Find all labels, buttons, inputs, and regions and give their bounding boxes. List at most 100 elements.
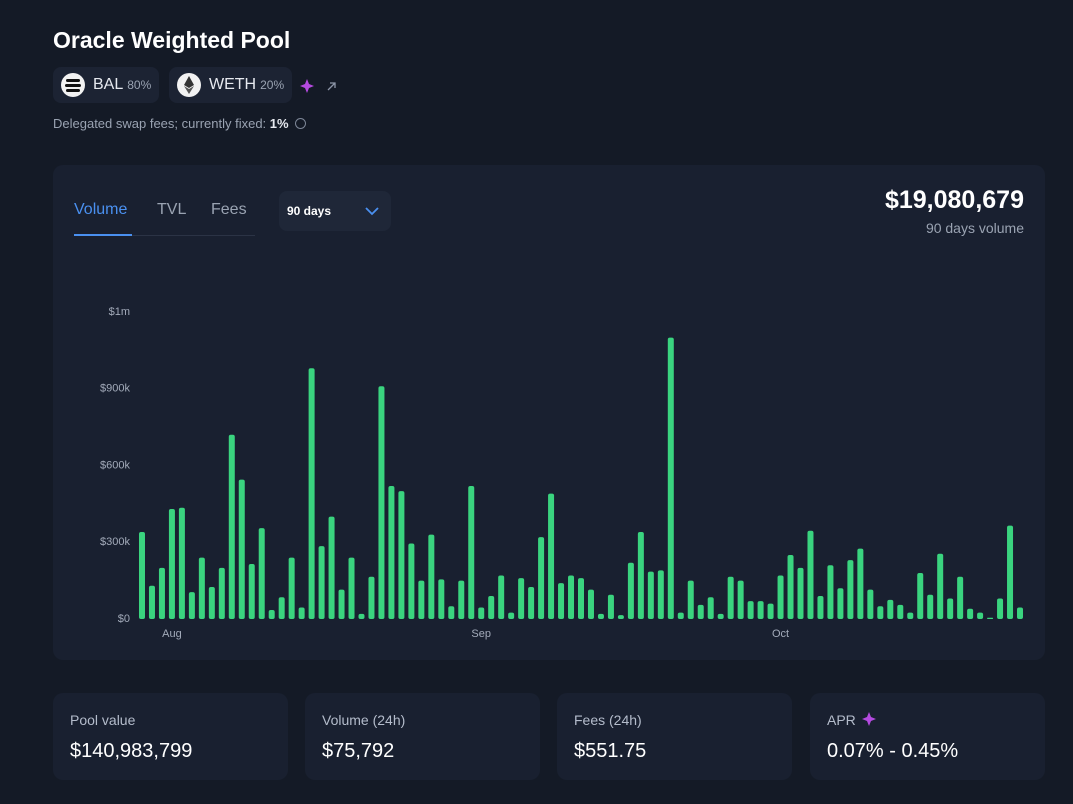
bar — [418, 580, 425, 619]
y-tick-label: $600k — [100, 459, 130, 471]
bar — [677, 612, 684, 619]
bar — [278, 597, 285, 619]
bar — [907, 612, 914, 619]
info-icon[interactable] — [295, 118, 307, 129]
bar — [458, 580, 465, 619]
bar — [917, 572, 924, 619]
bar — [578, 578, 584, 619]
bar — [947, 598, 954, 619]
bar — [228, 434, 235, 619]
stat-card: Pool value $140,983,799 — [53, 693, 288, 780]
stat-value: $551.75 — [574, 740, 647, 762]
bar — [218, 567, 225, 619]
bar — [877, 606, 884, 619]
bar — [897, 604, 904, 619]
x-tick-label: Oct — [772, 628, 789, 640]
bar — [178, 507, 185, 619]
bar — [248, 563, 255, 619]
bar — [737, 580, 744, 619]
bar — [478, 607, 485, 619]
fee-value: 1% — [269, 116, 289, 131]
x-tick-label: Sep — [471, 628, 491, 640]
bar — [538, 537, 545, 619]
bar — [168, 508, 175, 619]
bar — [288, 557, 295, 619]
bar — [667, 337, 674, 619]
x-tick-label: Aug — [162, 628, 182, 640]
chip-icons[interactable] — [299, 77, 343, 95]
bar — [498, 575, 505, 619]
bar — [657, 570, 664, 619]
bar — [767, 603, 774, 619]
bar — [198, 557, 205, 619]
tab[interactable]: Volume — [74, 201, 128, 218]
bar — [378, 386, 385, 619]
bar — [797, 567, 804, 619]
bar — [807, 530, 814, 619]
bar — [548, 493, 555, 619]
stat-value: 0.07% - 0.45% — [827, 740, 959, 762]
pool-title: Oracle Weighted Pool — [53, 27, 291, 53]
bar — [787, 555, 794, 619]
bar — [967, 608, 974, 619]
bar — [348, 557, 355, 619]
bar — [837, 588, 844, 619]
bar — [558, 583, 565, 619]
tab-rule — [74, 235, 255, 236]
bar — [448, 606, 455, 619]
y-tick-label: $300k — [100, 536, 130, 548]
bar — [867, 589, 874, 619]
bar — [238, 479, 245, 619]
bar — [338, 589, 345, 619]
bar — [388, 485, 395, 619]
bar — [508, 612, 515, 619]
bar — [777, 575, 784, 619]
stat-label: Pool value — [70, 712, 136, 728]
stat-value: $75,792 — [322, 740, 395, 762]
bar — [607, 594, 614, 619]
bar — [468, 485, 475, 619]
period-text: 90 days — [287, 204, 332, 218]
bar — [587, 589, 594, 619]
tab[interactable]: TVL — [157, 201, 187, 218]
fee-note: Delegated swap fees; currently fixed: 1% — [53, 116, 307, 131]
bar — [368, 576, 375, 619]
token-symbol: WETH — [209, 76, 257, 93]
bar — [1007, 525, 1014, 619]
token-icon — [61, 73, 85, 97]
bar — [488, 595, 495, 619]
period-dropdown[interactable]: 90 days — [279, 191, 391, 231]
stat-card: APR 0.07% - 0.45% — [810, 693, 1045, 780]
bar — [408, 543, 415, 619]
bar — [358, 613, 365, 619]
bar — [957, 576, 964, 619]
bar — [1017, 607, 1024, 619]
bar — [308, 368, 315, 619]
bar — [438, 579, 445, 619]
bar — [318, 546, 325, 619]
token-symbol: BAL — [93, 76, 124, 93]
total-label: 90 days volume — [925, 220, 1024, 236]
chevron — [365, 207, 379, 216]
stat-label: APR — [827, 712, 856, 728]
total-volume: $19,080,679 — [884, 186, 1024, 214]
bar — [617, 615, 624, 619]
token-weight: 20% — [260, 78, 285, 92]
bar — [188, 592, 195, 619]
bar — [987, 617, 994, 619]
bar — [328, 516, 335, 619]
tab[interactable]: Fees — [211, 201, 247, 218]
token-chip[interactable]: WETH 20% — [169, 67, 293, 103]
token-chip[interactable]: BAL 80% — [53, 67, 160, 103]
fee-text: Delegated swap fees; currently fixed: — [53, 116, 267, 131]
stat-value: $140,983,799 — [70, 740, 193, 762]
bar — [687, 580, 694, 619]
bar — [757, 601, 764, 619]
bar — [637, 532, 644, 619]
y-tick-label: $0 — [118, 613, 130, 625]
sparkle-icon[interactable] — [862, 711, 878, 727]
bar — [817, 595, 824, 619]
bar — [398, 491, 405, 619]
